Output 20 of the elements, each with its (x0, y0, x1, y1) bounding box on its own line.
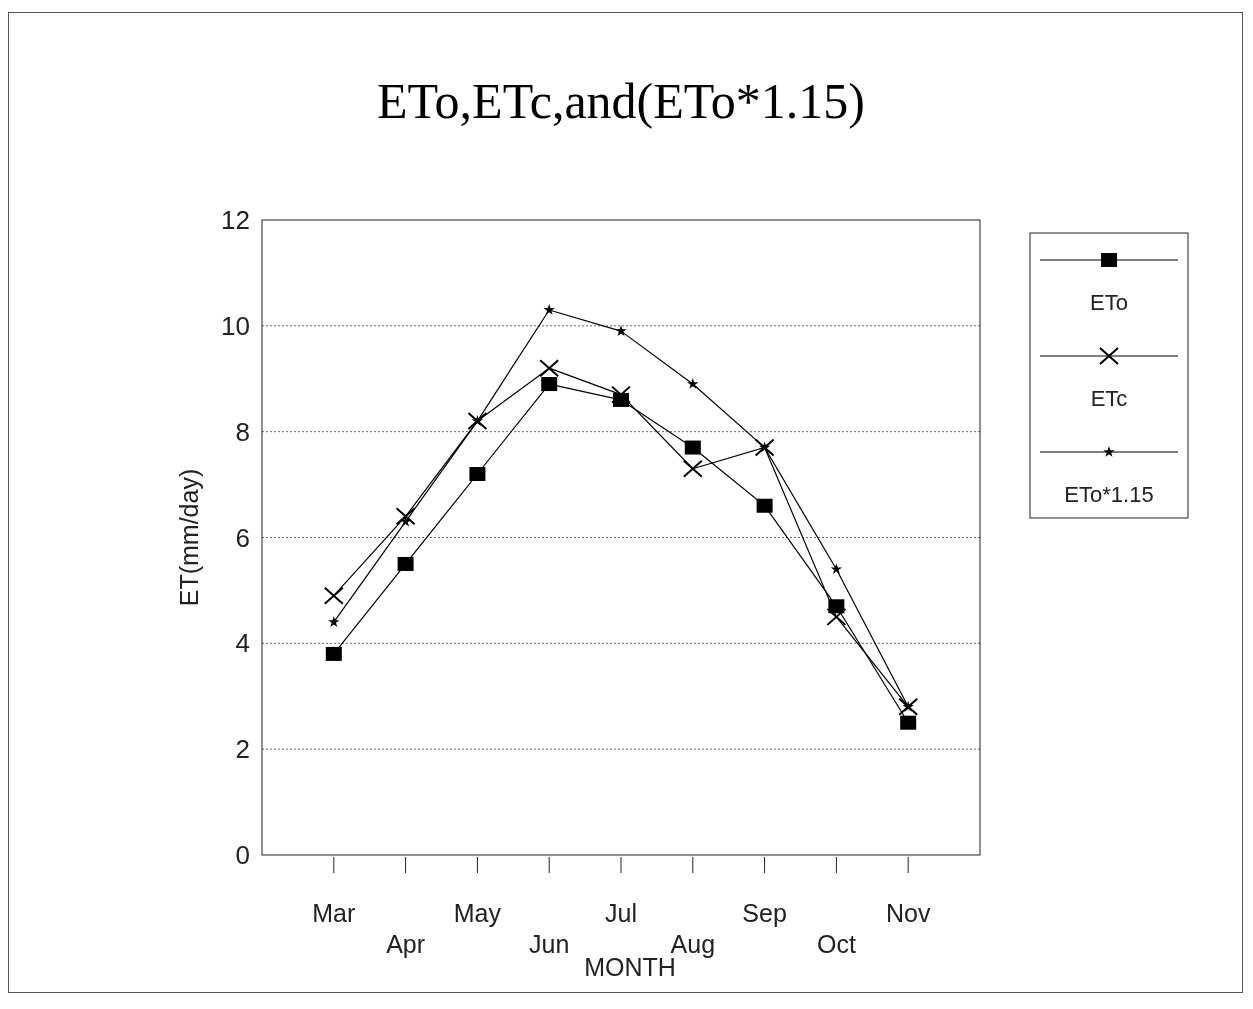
y-tick-label: 2 (235, 734, 250, 765)
y-axis-title: ET(mm/day) (175, 468, 203, 607)
x-tick-label: May (453, 899, 502, 927)
y-tick-label: 0 (235, 840, 250, 870)
x-tick-label: Mar (312, 899, 356, 927)
x-tick-label: Nov (885, 899, 931, 927)
x-tick-label: Jun (529, 930, 570, 958)
legend-label: ETo (1090, 290, 1128, 315)
y-tick-label: 8 (235, 416, 250, 447)
y-tick-label: 4 (235, 628, 250, 659)
x-tick-label: Jul (605, 899, 637, 927)
legend-label: ETo*1.15 (1064, 482, 1154, 507)
y-tick-label: 6 (235, 522, 250, 553)
x-tick-label: Sep (742, 899, 787, 927)
y-tick-label: 12 (221, 205, 250, 235)
chart-title: ETo,ETc,and(ETo*1.15) (377, 73, 865, 129)
y-tick-label: 10 (221, 310, 250, 341)
x-tick-label: Oct (816, 930, 856, 958)
x-tick-label: Apr (386, 930, 426, 958)
legend-label: ETc (1090, 386, 1128, 411)
